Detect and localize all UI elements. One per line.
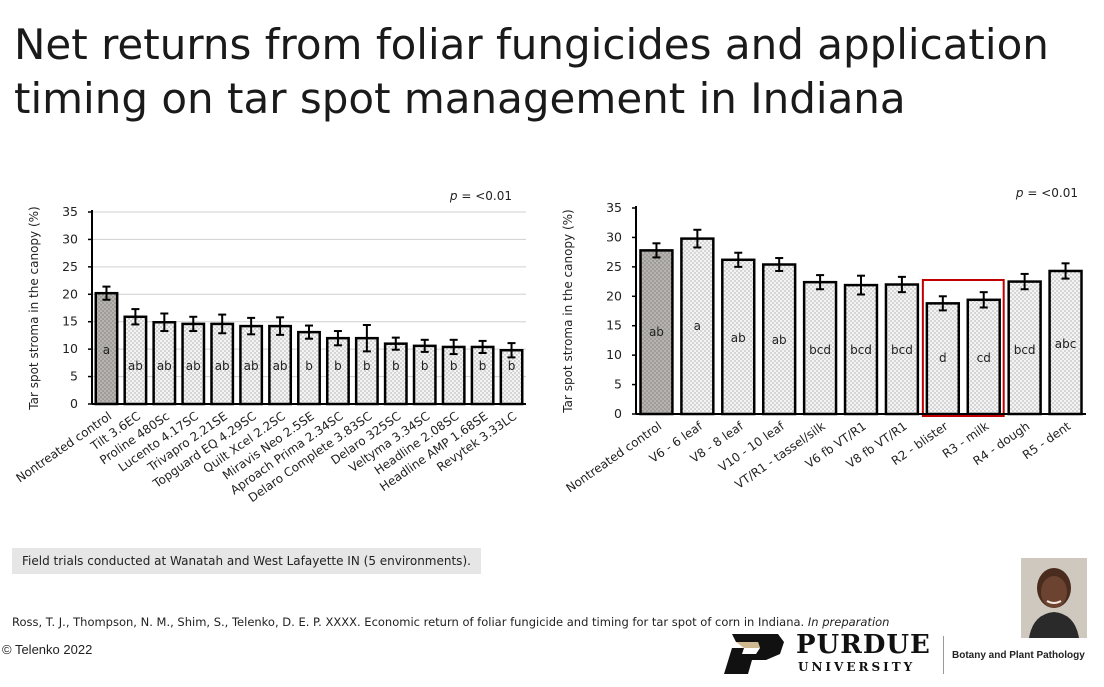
field-trials-note: Field trials conducted at Wanatah and We…: [12, 548, 481, 574]
y-tick-label: 15: [606, 318, 622, 333]
citation-status: In preparation: [807, 615, 890, 629]
logo-divider: [943, 636, 944, 674]
significance-letter: b: [334, 359, 342, 373]
department-name: Botany and Plant Pathology: [952, 650, 1085, 661]
p-symbol: p: [1015, 186, 1024, 200]
y-tick-label: 30: [606, 229, 622, 244]
purdue-p-logo-icon: [724, 634, 784, 674]
significance-letter: b: [363, 359, 371, 373]
y-tick-label: 5: [614, 377, 622, 392]
y-tick-label: 30: [62, 231, 78, 246]
y-tick-label: 5: [70, 369, 78, 384]
significance-letter: b: [305, 359, 313, 373]
p-value: = <0.01: [1024, 186, 1078, 200]
y-tick-label: 25: [62, 259, 78, 274]
p-value-label: p = <0.01: [1015, 186, 1078, 200]
y-tick-label: 0: [614, 406, 622, 421]
bar: [680, 237, 715, 416]
bar: [966, 298, 1001, 416]
slide-title: Net returns from foliar fungicides and a…: [14, 20, 1049, 123]
significance-letter: bcd: [809, 343, 831, 357]
significance-letter: ab: [273, 359, 288, 373]
significance-letter: a: [103, 343, 110, 357]
highlight-box: [921, 279, 1005, 417]
bar: [383, 342, 408, 406]
significance-letter: bcd: [1014, 343, 1036, 357]
significance-letter: b: [450, 359, 458, 373]
significance-letter: d: [939, 351, 947, 365]
significance-letter: ab: [186, 359, 201, 373]
bar: [843, 283, 879, 416]
bar: [802, 280, 838, 416]
significance-letter: b: [392, 359, 400, 373]
significance-letter: a: [694, 319, 701, 333]
y-tick-label: 20: [62, 286, 78, 301]
y-axis-label: Tar spot stroma in the canopy (%): [27, 206, 41, 410]
significance-letter: bcd: [891, 343, 913, 357]
significance-letter: ab: [128, 359, 143, 373]
y-tick-label: 10: [62, 341, 78, 356]
y-tick-label: 35: [62, 204, 78, 219]
significance-letter: abc: [1055, 337, 1077, 351]
purdue-logo: PURDUE UNIVERSITY: [722, 628, 962, 682]
significance-letter: b: [421, 359, 429, 373]
bar: [441, 345, 466, 406]
presenter-portrait-icon: [1021, 558, 1087, 638]
copyright-notice: © Telenko 2022: [2, 642, 93, 657]
y-tick-label: 10: [606, 347, 622, 362]
y-tick-label: 15: [62, 314, 78, 329]
fungicide-product-chart: Tar spot stroma in the canopy (%) 0 5 10 15 2…: [13, 189, 526, 505]
significance-letter: b: [508, 359, 516, 373]
purdue-wordmark: PURDUE: [796, 630, 931, 660]
citation-text: Ross, T. J., Thompson, N. M., Shim, S., …: [12, 615, 805, 629]
significance-letter: ab: [157, 359, 172, 373]
p-value: = <0.01: [458, 189, 512, 203]
bar: [412, 344, 437, 406]
application-timing-chart: Tar spot stroma in the canopy (%) 0 5 10 15 2…: [561, 186, 1086, 495]
significance-letter: ab: [772, 333, 787, 347]
bar: [470, 345, 495, 406]
y-axis-label: Tar spot stroma in the canopy (%): [561, 209, 575, 413]
y-tick-label: 0: [70, 396, 78, 411]
significance-letter: ab: [215, 359, 230, 373]
university-wordmark: UNIVERSITY: [798, 660, 916, 674]
significance-letter: bcd: [850, 343, 872, 357]
y-tick-label: 20: [606, 288, 622, 303]
significance-letter: ab: [244, 359, 259, 373]
p-symbol: p: [449, 189, 458, 203]
y-tick-label: 35: [606, 200, 622, 215]
bar: [1007, 280, 1042, 416]
significance-letter: b: [479, 359, 487, 373]
significance-letter: ab: [731, 331, 746, 345]
significance-letter: ab: [649, 325, 664, 339]
citation: Ross, T. J., Thompson, N. M., Shim, S., …: [12, 615, 1012, 629]
y-tick-label: 25: [606, 259, 622, 274]
significance-letter: cd: [977, 351, 991, 365]
p-value-label: p = <0.01: [449, 189, 512, 203]
